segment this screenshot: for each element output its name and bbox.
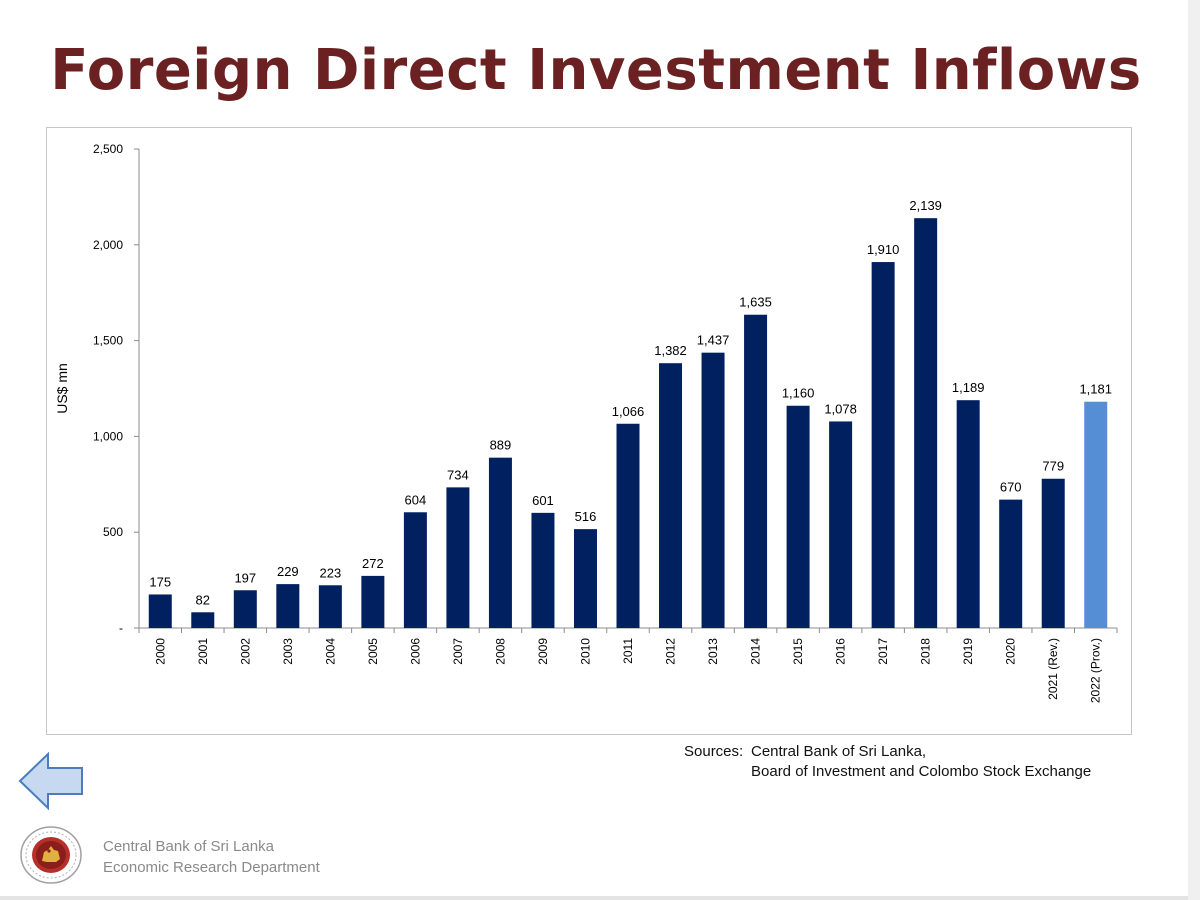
y-tick-label: 2,500 — [93, 142, 123, 156]
bar-value-label: 1,910 — [867, 242, 900, 257]
bar-value-label: 1,066 — [612, 404, 645, 419]
x-tick-label: 2014 — [749, 638, 763, 665]
sources-line-1: Central Bank of Sri Lanka, — [751, 743, 927, 760]
central-bank-seal-icon — [20, 826, 82, 889]
y-tick-label: 2,000 — [93, 238, 123, 252]
bar — [701, 352, 725, 628]
bar-value-label: 604 — [405, 492, 427, 507]
bar-value-label: 1,437 — [697, 333, 730, 348]
bar-value-label: 272 — [362, 556, 384, 571]
bar — [956, 400, 980, 628]
bar-value-label: 889 — [490, 438, 512, 453]
bar-value-label: 1,635 — [739, 295, 772, 310]
bar-chart: - 500 1,000 1,500 2,000 2,500 US$ mn 175 2000 82 2… — [54, 142, 1118, 703]
x-tick-label: 2005 — [366, 638, 380, 665]
x-tick-label: 2011 — [621, 638, 635, 664]
bar-value-label: 601 — [532, 493, 554, 508]
x-tick-label: 2020 — [1004, 638, 1018, 665]
bar — [488, 457, 512, 628]
bar-value-label: 1,181 — [1079, 382, 1112, 397]
x-tick-label: 2002 — [238, 638, 252, 665]
bar — [531, 512, 555, 628]
bar — [659, 363, 683, 628]
slide-title: Foreign Direct Investment Inflows — [50, 38, 1142, 103]
chart-frame: - 500 1,000 1,500 2,000 2,500 US$ mn 175 2000 82 2… — [46, 127, 1132, 735]
x-tick-label: 2022 (Prov.) — [1089, 638, 1103, 703]
x-tick-label: 2019 — [961, 638, 975, 665]
left-arrow-icon[interactable] — [18, 751, 84, 815]
bar-value-label: 175 — [149, 574, 171, 589]
x-tick-label: 2018 — [919, 638, 933, 665]
bar-value-label: 1,382 — [654, 343, 687, 358]
bar-value-label: 734 — [447, 467, 469, 482]
x-tick-label: 2007 — [451, 638, 465, 665]
bar-value-label: 197 — [234, 570, 256, 585]
x-tick-label: 2006 — [408, 638, 422, 665]
bar — [361, 575, 385, 628]
bar — [148, 594, 172, 628]
sources-note: Sources: Central Bank of Sri Lanka, Board… — [684, 742, 1091, 782]
x-tick-label: 2000 — [153, 638, 167, 665]
bar-value-label: 1,078 — [824, 401, 857, 416]
bar-value-label: 516 — [575, 509, 597, 524]
x-tick-label: 2013 — [706, 638, 720, 665]
bar — [233, 590, 257, 628]
sources-line-2: Board of Investment and Colombo Stock Ex… — [751, 763, 1092, 780]
bar — [786, 405, 810, 628]
bar — [446, 487, 470, 628]
bar — [1041, 478, 1065, 628]
bar — [829, 421, 853, 628]
bar — [871, 262, 895, 628]
x-tick-label: 2017 — [876, 638, 890, 665]
sources-label: Sources: — [684, 743, 744, 760]
x-tick-label: 2003 — [281, 638, 295, 665]
bar-value-label: 229 — [277, 564, 299, 579]
scrollbar[interactable] — [1188, 0, 1200, 900]
bar — [276, 584, 300, 628]
bar-value-label: 2,139 — [909, 198, 942, 213]
x-tick-label: 2010 — [578, 638, 592, 665]
footer: Central Bank of Sri Lanka Economic Resea… — [103, 836, 320, 878]
x-tick-label: 2012 — [664, 638, 678, 665]
x-tick-label: 2015 — [791, 638, 805, 665]
y-tick-label: 1,500 — [93, 334, 123, 348]
bar-value-label: 82 — [196, 592, 210, 607]
bar — [403, 512, 427, 628]
x-tick-label: 2016 — [834, 638, 848, 665]
bar — [999, 499, 1023, 628]
footer-department: Economic Research Department — [103, 859, 320, 876]
x-tick-label: 2021 (Rev.) — [1046, 638, 1060, 700]
x-tick-label: 2001 — [196, 638, 210, 665]
y-tick-label: 500 — [103, 525, 123, 539]
bar-value-label: 223 — [319, 565, 341, 580]
x-tick-label: 2009 — [536, 638, 550, 665]
bar — [914, 218, 938, 628]
x-tick-label: 2008 — [493, 638, 507, 665]
y-axis-title: US$ mn — [54, 363, 70, 414]
bar — [616, 423, 640, 628]
bar — [318, 585, 342, 628]
y-tick-label: 1,000 — [93, 429, 123, 443]
y-tick-label: - — [119, 621, 123, 635]
bar — [1084, 401, 1108, 628]
bar-value-label: 1,189 — [952, 380, 985, 395]
footer-org: Central Bank of Sri Lanka — [103, 838, 274, 855]
bar — [744, 314, 768, 628]
x-tick-label: 2004 — [323, 638, 337, 665]
bar — [573, 529, 597, 628]
bar-value-label: 1,160 — [782, 386, 815, 401]
bar-value-label: 670 — [1000, 480, 1022, 495]
bar-value-label: 779 — [1042, 459, 1064, 474]
bar — [191, 612, 215, 628]
